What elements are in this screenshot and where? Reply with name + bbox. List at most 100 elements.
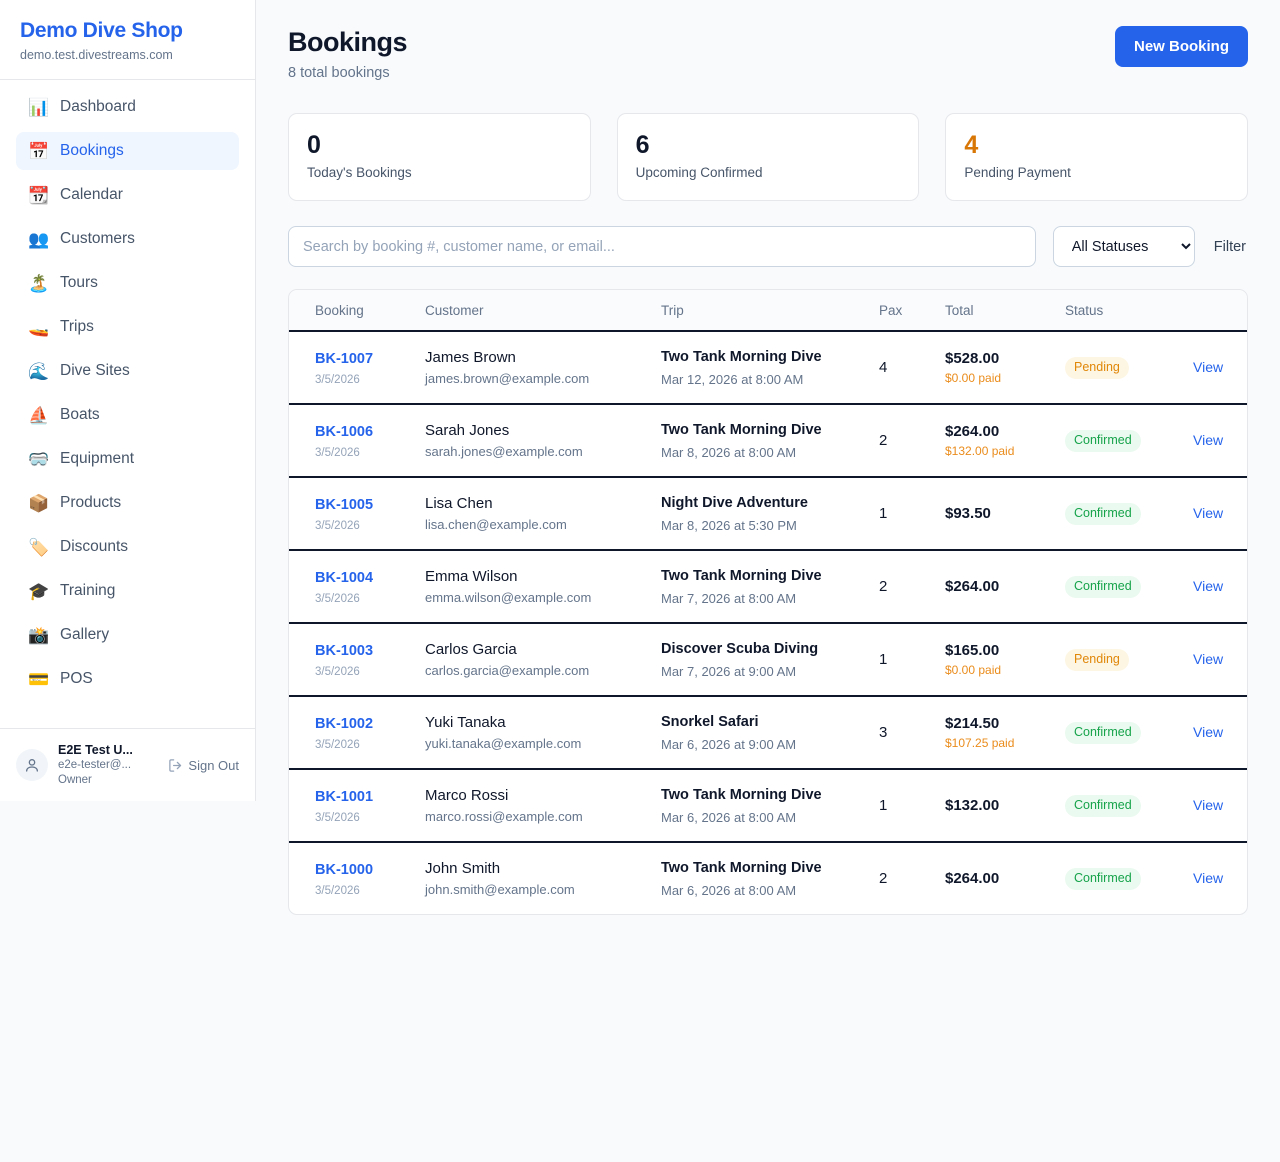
sidebar-item-products[interactable]: 📦 Products bbox=[16, 484, 239, 522]
sidebar-item-customers[interactable]: 👥 Customers bbox=[16, 220, 239, 258]
sidebar-item-gallery[interactable]: 📸 Gallery bbox=[16, 616, 239, 654]
stat-label: Today's Bookings bbox=[307, 165, 412, 180]
total-amount: $214.50 bbox=[945, 715, 1000, 732]
sidebar-item-dashboard[interactable]: 📊 Dashboard bbox=[16, 88, 239, 126]
cell-trip: Two Tank Morning Dive Mar 6, 2026 at 8:00… bbox=[661, 842, 879, 914]
trip-datetime: Mar 6, 2026 at 8:00 AM bbox=[661, 883, 797, 898]
customer-name: Yuki Tanaka bbox=[425, 713, 506, 731]
customer-email: marco.rossi@example.com bbox=[425, 808, 583, 824]
cell-status: Confirmed bbox=[1065, 842, 1193, 914]
sidebar-item-discounts[interactable]: 🏷️ Discounts bbox=[16, 528, 239, 566]
trip-datetime: Mar 8, 2026 at 8:00 AM bbox=[661, 445, 797, 460]
sidebar-item-bookings[interactable]: 📅 Bookings bbox=[16, 132, 239, 170]
customer-email: yuki.tanaka@example.com bbox=[425, 735, 582, 751]
cell-trip: Snorkel Safari Mar 6, 2026 at 9:00 AM bbox=[661, 696, 879, 770]
page-header: Bookings 8 total bookings New Booking bbox=[288, 26, 1248, 83]
trip-datetime: Mar 6, 2026 at 8:00 AM bbox=[661, 810, 797, 825]
trip-name: Discover Scuba Diving bbox=[661, 641, 819, 657]
person-icon bbox=[26, 759, 38, 772]
cell-customer: Yuki Tanaka yuki.tanaka@example.com bbox=[425, 696, 661, 770]
palm-island-icon: 🏝️ bbox=[28, 273, 50, 293]
cell-trip: Discover Scuba Diving Mar 7, 2026 at 9:00… bbox=[661, 623, 879, 697]
sidebar-item-calendar[interactable]: 📆 Calendar bbox=[16, 176, 239, 214]
booking-id-link[interactable]: BK-1006 bbox=[315, 424, 374, 440]
pax-value: 2 bbox=[879, 870, 888, 887]
cell-pax: 1 bbox=[879, 477, 945, 551]
brand-title: Demo Dive Shop bbox=[20, 19, 183, 42]
view-link[interactable]: View bbox=[1193, 577, 1224, 594]
booking-id-link[interactable]: BK-1004 bbox=[315, 570, 374, 586]
table-row: BK-1006 3/5/2026 Sarah Jones sarah.jones@ex… bbox=[289, 404, 1247, 478]
cell-customer: Lisa Chen lisa.chen@example.com bbox=[425, 477, 661, 551]
user-name: E2E Test U... bbox=[58, 743, 133, 757]
cell-customer: John Smith john.smith@example.com bbox=[425, 842, 661, 914]
view-link[interactable]: View bbox=[1193, 796, 1224, 813]
status-filter-select[interactable]: All Statuses bbox=[1052, 226, 1195, 267]
customer-email: james.brown@example.com bbox=[425, 370, 590, 386]
table-row: BK-1000 3/5/2026 John Smith john.smith@exam… bbox=[289, 842, 1247, 914]
cell-status: Pending bbox=[1065, 623, 1193, 697]
booking-id-link[interactable]: BK-1001 bbox=[315, 789, 374, 805]
trip-datetime: Mar 7, 2026 at 8:00 AM bbox=[661, 591, 797, 606]
cell-pax: 1 bbox=[879, 769, 945, 843]
sign-out-icon bbox=[169, 758, 182, 772]
total-amount: $528.00 bbox=[945, 350, 1000, 367]
booking-id-link[interactable]: BK-1000 bbox=[315, 862, 374, 878]
cell-total: $264.00 bbox=[945, 842, 1065, 914]
pax-value: 4 bbox=[879, 359, 888, 376]
sign-out-button[interactable]: Sign Out bbox=[168, 758, 239, 773]
brand-subtitle: demo.test.divestreams.com bbox=[20, 48, 173, 62]
view-link[interactable]: View bbox=[1193, 650, 1224, 667]
view-link[interactable]: View bbox=[1193, 869, 1224, 886]
customer-name: Carlos Garcia bbox=[425, 640, 517, 658]
booking-date: 3/5/2026 bbox=[315, 593, 360, 605]
table-head: Booking Customer Trip Pax Total Status bbox=[289, 290, 1247, 332]
cell-booking: BK-1005 3/5/2026 bbox=[289, 477, 425, 551]
cell-booking: BK-1006 3/5/2026 bbox=[289, 404, 425, 478]
avatar bbox=[16, 749, 48, 781]
new-booking-button[interactable]: New Booking bbox=[1114, 26, 1248, 67]
table-row: BK-1002 3/5/2026 Yuki Tanaka yuki.tanaka@ex… bbox=[289, 696, 1247, 770]
cell-action: View bbox=[1193, 477, 1247, 551]
sidebar-item-boats[interactable]: ⛵ Boats bbox=[16, 396, 239, 434]
sidebar-item-pos[interactable]: 💳 POS bbox=[16, 660, 239, 698]
pax-value: 1 bbox=[879, 505, 888, 522]
user-email: e2e-tester@... bbox=[58, 759, 132, 771]
sidebar-item-label: Discounts bbox=[60, 538, 129, 556]
booking-date: 3/5/2026 bbox=[315, 374, 360, 386]
sidebar-item-training[interactable]: 🎓 Training bbox=[16, 572, 239, 610]
booking-date: 3/5/2026 bbox=[315, 666, 360, 678]
booking-id-link[interactable]: BK-1005 bbox=[315, 497, 374, 513]
trip-name: Night Dive Adventure bbox=[661, 495, 808, 511]
customer-name: Lisa Chen bbox=[425, 494, 493, 512]
view-link[interactable]: View bbox=[1193, 723, 1224, 740]
page-subtitle: 8 total bookings bbox=[288, 65, 390, 81]
sidebar-item-equipment[interactable]: 🥽 Equipment bbox=[16, 440, 239, 478]
cell-trip: Two Tank Morning Dive Mar 8, 2026 at 8:00… bbox=[661, 404, 879, 478]
view-link[interactable]: View bbox=[1193, 504, 1224, 521]
cell-trip: Two Tank Morning Dive Mar 7, 2026 at 8:00… bbox=[661, 550, 879, 624]
cell-total: $132.00 bbox=[945, 769, 1065, 843]
column-header: Trip bbox=[661, 290, 879, 332]
cell-total: $264.00 bbox=[945, 550, 1065, 624]
booking-id-link[interactable]: BK-1007 bbox=[315, 351, 374, 367]
sidebar-item-trips[interactable]: 🚤 Trips bbox=[16, 308, 239, 346]
customer-email: john.smith@example.com bbox=[425, 881, 575, 897]
sidebar-item-tours[interactable]: 🏝️ Tours bbox=[16, 264, 239, 302]
customer-name: Emma Wilson bbox=[425, 567, 518, 585]
total-amount: $264.00 bbox=[945, 577, 1000, 595]
search-input[interactable] bbox=[288, 226, 1036, 267]
tear-off-calendar-icon: 📆 bbox=[28, 185, 50, 205]
customer-name: John Smith bbox=[425, 859, 501, 877]
customer-email: carlos.garcia@example.com bbox=[425, 662, 590, 678]
filter-button[interactable]: Filter bbox=[1213, 238, 1246, 255]
view-link[interactable]: View bbox=[1193, 358, 1224, 375]
view-link[interactable]: View bbox=[1193, 431, 1224, 448]
two-people-icon: 👥 bbox=[28, 229, 50, 249]
sidebar-item-label: Gallery bbox=[60, 626, 110, 644]
booking-id-link[interactable]: BK-1003 bbox=[315, 643, 374, 659]
bookings-table-card: Booking Customer Trip Pax Total Status BK-100… bbox=[288, 289, 1248, 915]
sidebar-item-dive-sites[interactable]: 🌊 Dive Sites bbox=[16, 352, 239, 390]
customer-email: sarah.jones@example.com bbox=[425, 443, 583, 459]
booking-id-link[interactable]: BK-1002 bbox=[315, 716, 374, 732]
